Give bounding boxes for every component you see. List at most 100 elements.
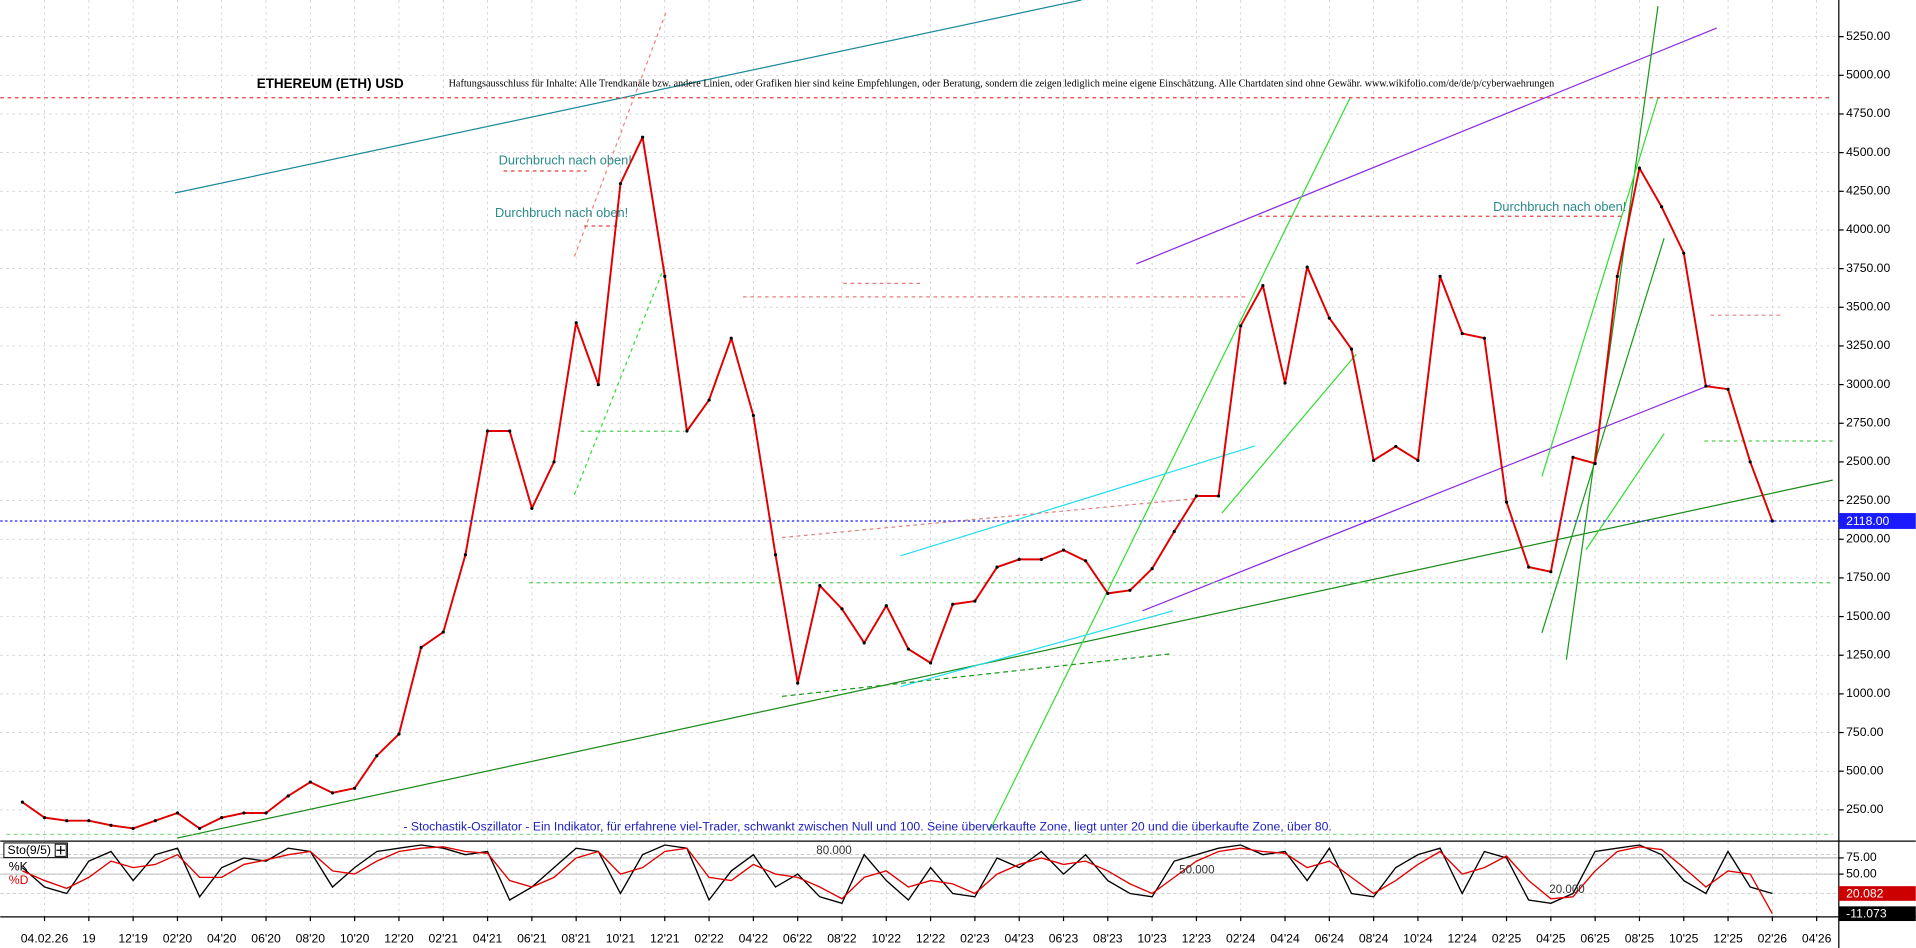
- indicator-box[interactable]: [3, 842, 68, 859]
- x-tick-label: 02'26: [1758, 932, 1788, 946]
- price-point: [242, 811, 246, 815]
- price-point: [1660, 205, 1664, 209]
- y-tick-label: 4750.00: [1846, 106, 1890, 120]
- x-tick-label: 08'23: [1093, 932, 1123, 946]
- trend-line: [1136, 27, 1717, 265]
- y-tick-label: 3250.00: [1846, 338, 1890, 352]
- price-point: [419, 645, 423, 650]
- level-label: 50.000: [1179, 864, 1214, 877]
- x-tick-label: 06'23: [1049, 932, 1079, 946]
- price-point: [1372, 458, 1376, 462]
- price-point: [65, 819, 69, 823]
- price-point: [153, 819, 157, 823]
- price-point: [1460, 331, 1464, 336]
- price-point: [1128, 588, 1132, 592]
- price-point: [463, 553, 467, 557]
- price-point: [1682, 251, 1686, 255]
- x-tick-label: 12'20: [384, 932, 414, 946]
- price-point: [929, 661, 933, 665]
- price-point: [729, 336, 733, 340]
- x-tick-label: 19: [82, 932, 96, 946]
- price-point: [663, 274, 667, 278]
- x-tick-label: 06'25: [1580, 932, 1610, 946]
- trend-line: [900, 445, 1256, 557]
- price-point: [1527, 565, 1531, 569]
- price-point: [1239, 324, 1243, 328]
- price-point: [1039, 557, 1043, 561]
- price-point: [264, 811, 268, 815]
- legend-entry: %D: [9, 873, 29, 887]
- y-tick-label: 50.00: [1846, 866, 1877, 880]
- price-point: [1416, 458, 1420, 462]
- price-point: [1106, 591, 1110, 595]
- level-label: 20.000: [1549, 883, 1584, 896]
- x-tick-label: 08'22: [827, 932, 857, 946]
- x-tick-label: 12'19: [118, 932, 148, 946]
- price-point: [1571, 455, 1575, 459]
- trend-line: [573, 262, 667, 495]
- last-value-box: [1838, 906, 1916, 922]
- price-point: [818, 584, 822, 588]
- price-point: [20, 800, 24, 804]
- x-tick-label: 04.02.26: [21, 932, 69, 946]
- y-tick-label: 750.00: [1846, 725, 1884, 739]
- x-tick-label: 04'25: [1536, 932, 1566, 946]
- indicator-description: - Stochastik-Oszillator - Ein Indikator,…: [403, 819, 1331, 833]
- x-tick-label: 06'20: [251, 932, 281, 946]
- price-point: [1327, 316, 1331, 320]
- y-tick-label: 1000.00: [1846, 686, 1890, 700]
- trend-line: [1541, 97, 1659, 477]
- price-point: [198, 826, 202, 831]
- price-line: [21, 136, 1774, 830]
- price-point: [574, 321, 578, 325]
- price-point: [1394, 444, 1398, 449]
- price-point: [375, 754, 379, 758]
- y-tick-label: 5000.00: [1846, 68, 1890, 82]
- level-label: 80.000: [816, 844, 851, 857]
- y-tick-label: 2000.00: [1846, 531, 1890, 545]
- x-tick-label: 12'21: [650, 932, 680, 946]
- price-point: [175, 811, 180, 815]
- x-tick-label: 10'21: [606, 932, 636, 946]
- price-point: [773, 553, 778, 557]
- last-value-label: -11.073: [1846, 907, 1887, 921]
- price-point: [1748, 460, 1752, 464]
- x-tick-label: 04'21: [473, 932, 503, 946]
- x-tick-label: 08'21: [561, 932, 591, 946]
- y-tick-label: 1500.00: [1846, 609, 1890, 623]
- price-point: [906, 647, 911, 651]
- y-tick-label: 3750.00: [1846, 261, 1890, 275]
- trend-line: [782, 652, 1174, 697]
- stochastic-line: [21, 844, 1773, 905]
- price-point: [1305, 265, 1309, 269]
- x-tick-label: 10'20: [340, 932, 370, 946]
- price-point: [1017, 557, 1021, 561]
- price-point: [1438, 274, 1442, 278]
- y-tick-label: 75.00: [1846, 850, 1877, 864]
- price-point: [1637, 166, 1642, 170]
- price-point: [508, 429, 512, 433]
- x-tick-label: 12'24: [1447, 932, 1477, 946]
- price-point: [1770, 519, 1774, 523]
- trend-line: [1565, 6, 1659, 660]
- x-tick-label: 06'22: [783, 932, 813, 946]
- price-point: [131, 826, 135, 831]
- trend-line: [1221, 353, 1357, 514]
- price-point: [353, 786, 357, 790]
- price-point: [995, 565, 999, 569]
- annotation: Durchbruch nach oben!: [499, 153, 632, 168]
- y-tick-label: 4500.00: [1846, 145, 1890, 159]
- trend-line: [989, 97, 1351, 831]
- x-tick-label: 10'25: [1669, 932, 1699, 946]
- y-tick-label: 1750.00: [1846, 570, 1890, 584]
- x-tick-label: 12'23: [1182, 932, 1212, 946]
- price-point: [796, 681, 800, 685]
- x-tick-label: 06'24: [1315, 932, 1345, 946]
- x-tick-label: 10'23: [1137, 932, 1167, 946]
- last-value-label: 20.082: [1846, 886, 1884, 900]
- x-tick-label: 02'21: [429, 932, 459, 946]
- indicator-title: Sto(9/5): [8, 843, 51, 857]
